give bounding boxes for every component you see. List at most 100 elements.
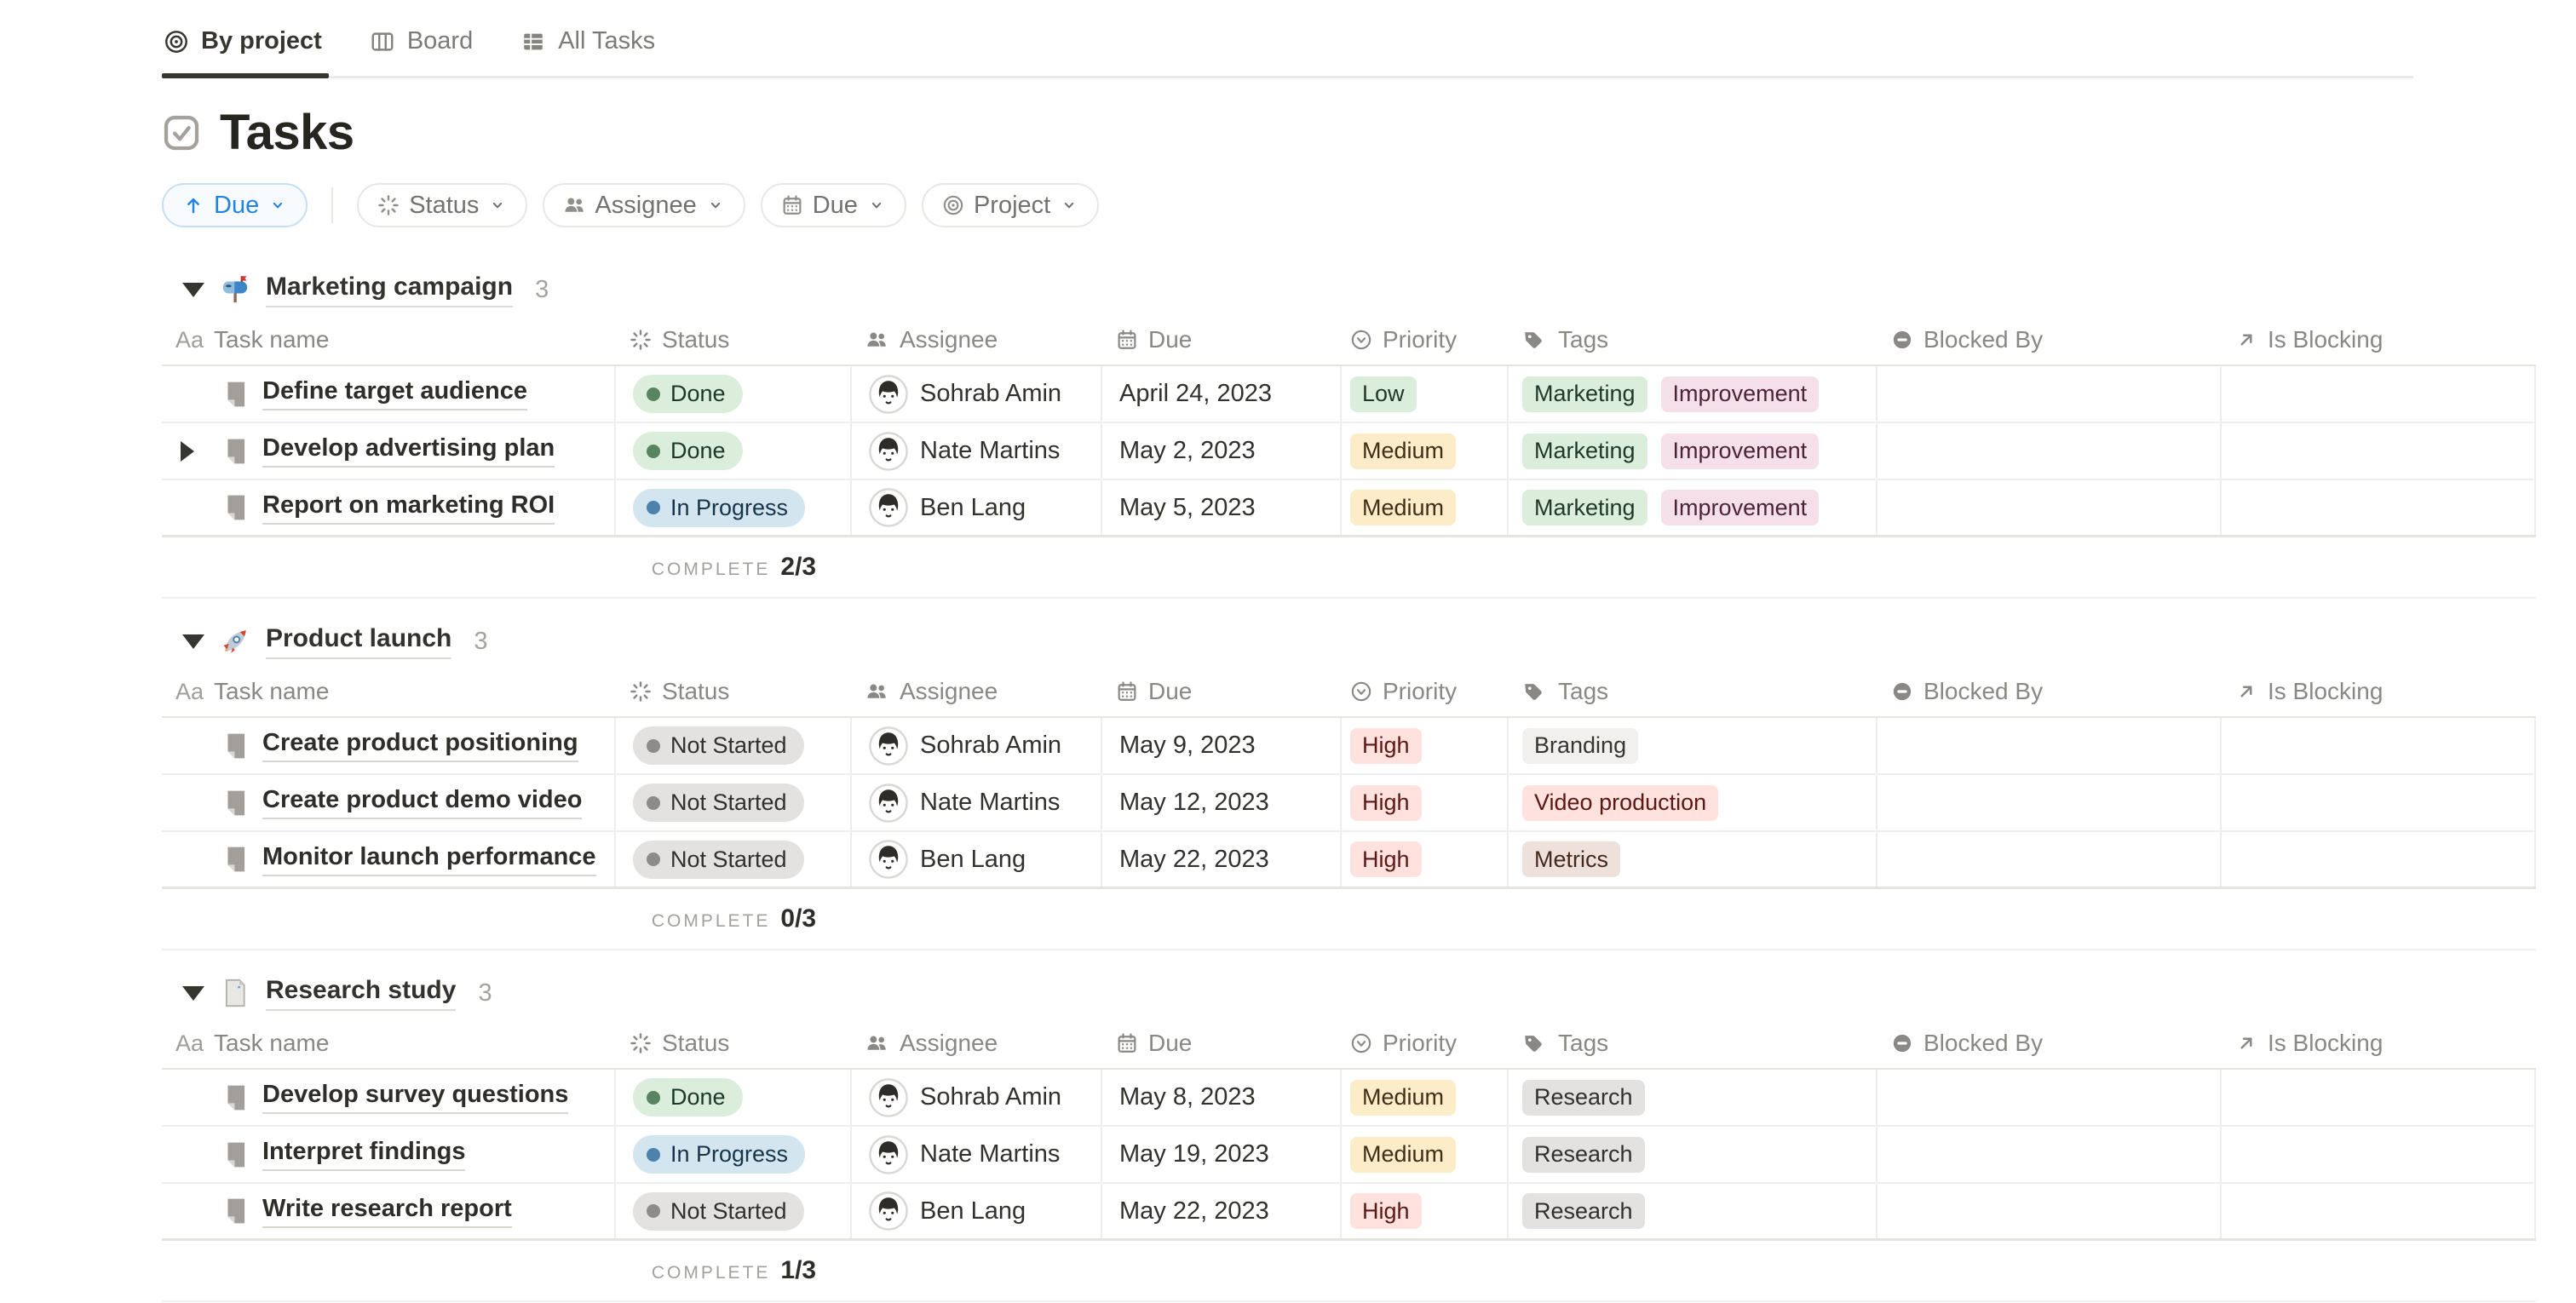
table-row[interactable]: Monitor launch performance Not Started B… xyxy=(162,832,2536,889)
table-row[interactable]: Create product demo video Not Started Na… xyxy=(162,775,2536,832)
blocked-by-cell[interactable] xyxy=(1877,1127,2222,1182)
status-cell[interactable]: Not Started xyxy=(616,1184,852,1238)
task-name-link[interactable]: Define target audience xyxy=(262,377,528,410)
task-name-cell[interactable]: Develop survey questions xyxy=(162,1070,616,1125)
status-badge[interactable]: Done xyxy=(633,1078,743,1116)
table-row[interactable]: Interpret findings In Progress Nate Mart… xyxy=(162,1127,2536,1184)
status-badge[interactable]: In Progress xyxy=(633,1135,806,1174)
is-blocking-cell[interactable] xyxy=(2222,718,2536,773)
column-status[interactable]: Status xyxy=(616,1019,852,1068)
table-row[interactable]: Report on marketing ROI In Progress Ben … xyxy=(162,480,2536,537)
column-due[interactable]: Due xyxy=(1102,1019,1342,1068)
priority-cell[interactable]: Medium xyxy=(1342,423,1509,479)
column-assignee[interactable]: Assignee xyxy=(852,667,1102,716)
column-due[interactable]: Due xyxy=(1102,315,1342,364)
tags-cell[interactable]: Marketing Improvement xyxy=(1509,480,1877,535)
column-task-name[interactable]: Aa Task name xyxy=(175,1030,330,1056)
column-assignee[interactable]: Assignee xyxy=(852,315,1102,364)
group-title[interactable]: Product launch xyxy=(266,624,452,659)
assignee-cell[interactable]: Ben Lang xyxy=(852,832,1102,887)
tag-badge[interactable]: Research xyxy=(1522,1136,1645,1173)
status-cell[interactable]: Not Started xyxy=(616,775,852,830)
is-blocking-cell[interactable] xyxy=(2222,1184,2536,1238)
filter-chip-project[interactable]: Project xyxy=(921,183,1100,227)
status-badge[interactable]: In Progress xyxy=(633,488,806,527)
status-cell[interactable]: Not Started xyxy=(616,832,852,887)
status-badge[interactable]: Done xyxy=(633,432,743,470)
tags-cell[interactable]: Marketing Improvement xyxy=(1509,366,1877,422)
collapse-toggle-icon[interactable] xyxy=(182,282,204,297)
priority-cell[interactable]: High xyxy=(1342,718,1509,773)
status-cell[interactable]: In Progress xyxy=(616,1127,852,1182)
tags-cell[interactable]: Video production xyxy=(1509,775,1877,830)
group-title[interactable]: Research study xyxy=(266,976,457,1011)
status-cell[interactable]: Done xyxy=(616,1070,852,1125)
task-name-cell[interactable]: Interpret findings xyxy=(162,1127,616,1182)
priority-badge[interactable]: High xyxy=(1350,727,1422,764)
tags-cell[interactable]: Research xyxy=(1509,1070,1877,1125)
blocked-by-cell[interactable] xyxy=(1877,832,2222,887)
status-cell[interactable]: Done xyxy=(616,366,852,422)
priority-cell[interactable]: High xyxy=(1342,832,1509,887)
filter-chip-assignee[interactable]: Assignee xyxy=(543,183,745,227)
due-cell[interactable]: May 22, 2023 xyxy=(1102,1184,1342,1238)
tag-badge[interactable]: Improvement xyxy=(1660,433,1820,469)
column-is-blocking[interactable]: Is Blocking xyxy=(2222,1019,2536,1068)
tags-cell[interactable]: Research xyxy=(1509,1127,1877,1182)
tags-cell[interactable]: Branding xyxy=(1509,718,1877,773)
assignee-cell[interactable]: Ben Lang xyxy=(852,1184,1102,1238)
task-name-cell[interactable]: Report on marketing ROI xyxy=(162,480,616,535)
column-due[interactable]: Due xyxy=(1102,667,1342,716)
collapse-toggle-icon[interactable] xyxy=(182,634,204,649)
tags-cell[interactable]: Marketing Improvement xyxy=(1509,423,1877,479)
assignee-cell[interactable]: Sohrab Amin xyxy=(852,718,1102,773)
is-blocking-cell[interactable] xyxy=(2222,775,2536,830)
column-assignee[interactable]: Assignee xyxy=(852,1019,1102,1068)
task-name-cell[interactable]: Develop advertising plan xyxy=(162,423,616,479)
task-name-link[interactable]: Report on marketing ROI xyxy=(262,491,555,525)
tag-badge[interactable]: Metrics xyxy=(1522,841,1620,877)
blocked-by-cell[interactable] xyxy=(1877,366,2222,422)
due-cell[interactable]: May 8, 2023 xyxy=(1102,1070,1342,1125)
status-badge[interactable]: Not Started xyxy=(633,1191,804,1231)
task-name-cell[interactable]: Create product demo video xyxy=(162,775,616,830)
priority-cell[interactable]: Medium xyxy=(1342,480,1509,535)
column-blocked-by[interactable]: Blocked By xyxy=(1877,315,2222,364)
status-badge[interactable]: Not Started xyxy=(633,784,804,822)
is-blocking-cell[interactable] xyxy=(2222,423,2536,479)
expand-toggle-icon[interactable] xyxy=(181,440,194,462)
is-blocking-cell[interactable] xyxy=(2222,832,2536,887)
tag-badge[interactable]: Marketing xyxy=(1522,433,1647,469)
task-name-link[interactable]: Create product demo video xyxy=(262,786,583,819)
column-priority[interactable]: Priority xyxy=(1342,1019,1509,1068)
tag-badge[interactable]: Research xyxy=(1522,1193,1645,1229)
tag-badge[interactable]: Marketing xyxy=(1522,376,1647,412)
column-priority[interactable]: Priority xyxy=(1342,667,1509,716)
collapse-toggle-icon[interactable] xyxy=(182,985,204,1001)
blocked-by-cell[interactable] xyxy=(1877,718,2222,773)
blocked-by-cell[interactable] xyxy=(1877,1184,2222,1238)
priority-cell[interactable]: Medium xyxy=(1342,1127,1509,1182)
status-cell[interactable]: Not Started xyxy=(616,718,852,773)
task-name-link[interactable]: Create product positioning xyxy=(262,729,578,762)
status-badge[interactable]: Not Started xyxy=(633,726,804,765)
priority-badge[interactable]: High xyxy=(1350,784,1422,821)
task-name-link[interactable]: Interpret findings xyxy=(262,1138,466,1171)
priority-cell[interactable]: Low xyxy=(1342,366,1509,422)
tag-badge[interactable]: Research xyxy=(1522,1079,1645,1116)
filter-chip-due[interactable]: Due xyxy=(760,183,906,227)
tab-all-tasks[interactable]: All Tasks xyxy=(519,20,662,76)
priority-badge[interactable]: High xyxy=(1350,1193,1422,1229)
due-cell[interactable]: May 5, 2023 xyxy=(1102,480,1342,535)
column-tags[interactable]: Tags xyxy=(1509,1019,1877,1068)
task-name-link[interactable]: Develop survey questions xyxy=(262,1081,569,1114)
table-row[interactable]: Create product positioning Not Started S… xyxy=(162,718,2536,775)
blocked-by-cell[interactable] xyxy=(1877,1070,2222,1125)
column-tags[interactable]: Tags xyxy=(1509,315,1877,364)
table-row[interactable]: Write research report Not Started Ben La… xyxy=(162,1184,2536,1241)
complete-aggregate[interactable]: COMPLETE 0/3 xyxy=(651,904,817,933)
column-is-blocking[interactable]: Is Blocking xyxy=(2222,667,2536,716)
due-cell[interactable]: May 9, 2023 xyxy=(1102,718,1342,773)
priority-badge[interactable]: Medium xyxy=(1350,433,1457,469)
task-name-link[interactable]: Monitor launch performance xyxy=(262,843,596,876)
